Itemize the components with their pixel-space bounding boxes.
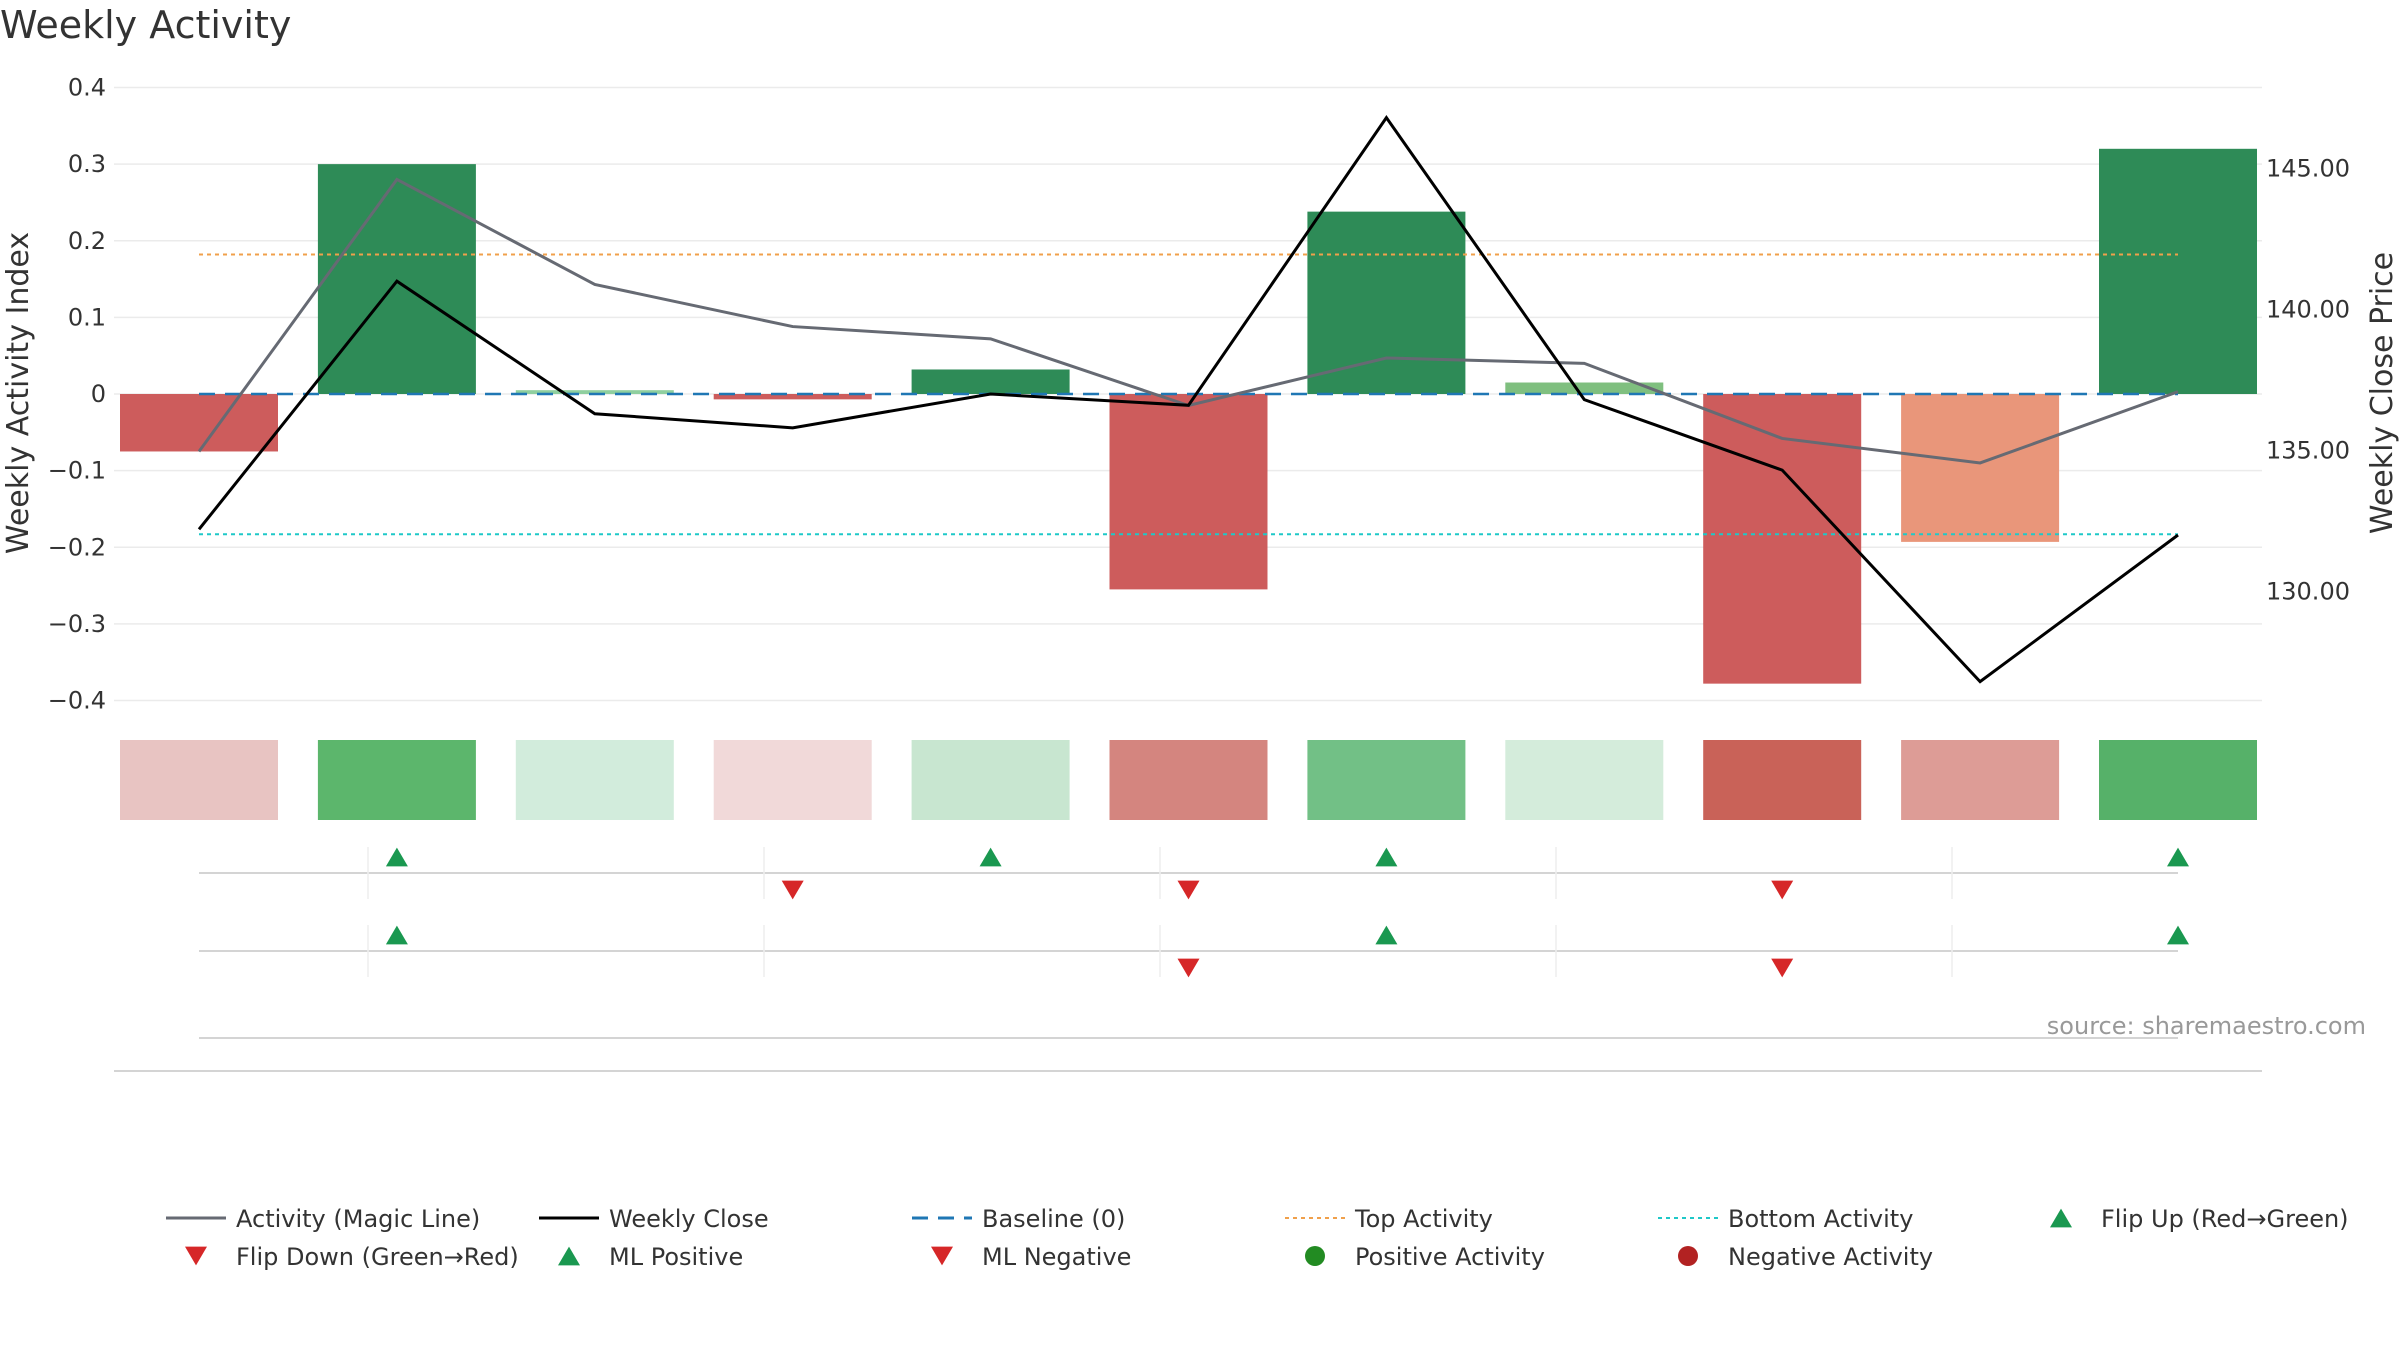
ml-up-marker [385, 925, 408, 945]
flip-up-marker [979, 847, 1002, 867]
activity-bar [120, 394, 278, 452]
activity-bar [1307, 211, 1466, 394]
flip-down-marker [1177, 880, 1200, 900]
legend-item: ML Positive [558, 1243, 743, 1271]
legend-item: Baseline (0) [912, 1205, 1125, 1233]
marker-rows [114, 847, 2262, 1072]
heat-strip-cell [911, 740, 1070, 820]
activity-bar [1703, 394, 1862, 684]
flip-down-marker [781, 880, 804, 900]
flip-down-marker [1771, 880, 1794, 900]
legend-item: Flip Up (Red→Green) [2050, 1205, 2349, 1233]
heat-strip-cell [317, 740, 476, 820]
legend: Activity (Magic Line) Weekly Close Baselin… [166, 1205, 2349, 1271]
left-tick-label: 0.2 [68, 227, 106, 255]
legend-label: Positive Activity [1355, 1243, 1545, 1271]
heat-strip-cell [515, 740, 674, 820]
bars-layer [120, 148, 2257, 684]
lines-layer [197, 115, 2179, 684]
legend-label: Top Activity [1354, 1205, 1493, 1233]
legend-swatch [1678, 1246, 1698, 1266]
legend-label: Weekly Close [609, 1205, 769, 1233]
activity-bar [317, 164, 476, 394]
flip-up-marker [385, 847, 408, 867]
legend-label: ML Positive [609, 1243, 743, 1271]
ml-down-marker [1177, 958, 1200, 978]
legend-label: Negative Activity [1728, 1243, 1933, 1271]
right-tick-label: 130.00 [2266, 577, 2350, 605]
left-tick-label: 0.3 [68, 150, 106, 178]
legend-label: Activity (Magic Line) [236, 1205, 480, 1233]
ml-up-marker [2167, 925, 2189, 945]
heat-strip-cell [1307, 740, 1466, 820]
source-note: source: sharemaestro.com [2047, 1012, 2366, 1040]
legend-label: ML Negative [982, 1243, 1131, 1271]
legend-item: Negative Activity [1678, 1243, 1933, 1271]
right-tick-label: 145.00 [2266, 154, 2350, 182]
legend-swatch [2050, 1208, 2072, 1228]
activity-bar [515, 390, 674, 394]
legend-swatch [558, 1246, 580, 1266]
left-tick-label: −0.2 [48, 533, 106, 561]
flip-up-marker [1375, 847, 1398, 867]
heat-strip [120, 740, 2257, 820]
heat-strip-cell [713, 740, 872, 820]
ml-up-marker [1375, 925, 1398, 945]
activity-bar [1505, 382, 1664, 394]
ticks-layer: 0.4 0.3 0.2 0.1 0 −0.1 −0.2 −0.3 −0.4 145.00 140.0… [48, 74, 2350, 715]
left-tick-label: −0.3 [48, 610, 106, 638]
right-tick-label: 140.00 [2266, 295, 2350, 323]
chart-title: Weekly Activity [0, 3, 291, 47]
left-tick-label: −0.1 [48, 457, 106, 485]
activity-bar [2099, 148, 2257, 394]
legend-swatch [931, 1246, 953, 1266]
activity-bar [713, 394, 872, 400]
heat-strip-cell [1703, 740, 1862, 820]
y-axis-left-label: Weekly Activity Index [1, 232, 36, 554]
left-tick-label: 0.1 [68, 303, 106, 331]
legend-item: ML Negative [931, 1243, 1131, 1271]
legend-swatch [1305, 1246, 1325, 1266]
heat-strip-cell [1109, 740, 1268, 820]
heat-strip-cell [120, 740, 278, 820]
legend-item: Bottom Activity [1658, 1205, 1913, 1233]
legend-swatch [185, 1246, 207, 1266]
weekly-close-series [197, 115, 2179, 684]
legend-item: Weekly Close [539, 1205, 769, 1233]
activity-bar [1109, 394, 1268, 590]
legend-label: Flip Up (Red→Green) [2101, 1205, 2349, 1233]
heat-strip-cell [1901, 740, 2060, 820]
legend-label: Flip Down (Green→Red) [236, 1243, 519, 1271]
legend-label: Baseline (0) [982, 1205, 1125, 1233]
legend-item: Activity (Magic Line) [166, 1205, 480, 1233]
legend-item: Top Activity [1285, 1205, 1493, 1233]
legend-label: Bottom Activity [1728, 1205, 1913, 1233]
legend-item: Positive Activity [1305, 1243, 1545, 1271]
y-axis-right-label: Weekly Close Price [2365, 252, 2400, 534]
legend-item: Flip Down (Green→Red) [185, 1243, 519, 1271]
heat-strip-cell [2099, 740, 2257, 820]
activity-bar [1901, 394, 2060, 542]
left-tick-label: 0 [91, 380, 106, 408]
left-tick-label: −0.4 [48, 687, 106, 715]
activity-bar [911, 369, 1070, 394]
heat-strip-cell [1505, 740, 1664, 820]
right-tick-label: 135.00 [2266, 436, 2350, 464]
flip-up-marker [2167, 847, 2189, 867]
ml-down-marker [1771, 958, 1794, 978]
left-tick-label: 0.4 [68, 74, 106, 102]
